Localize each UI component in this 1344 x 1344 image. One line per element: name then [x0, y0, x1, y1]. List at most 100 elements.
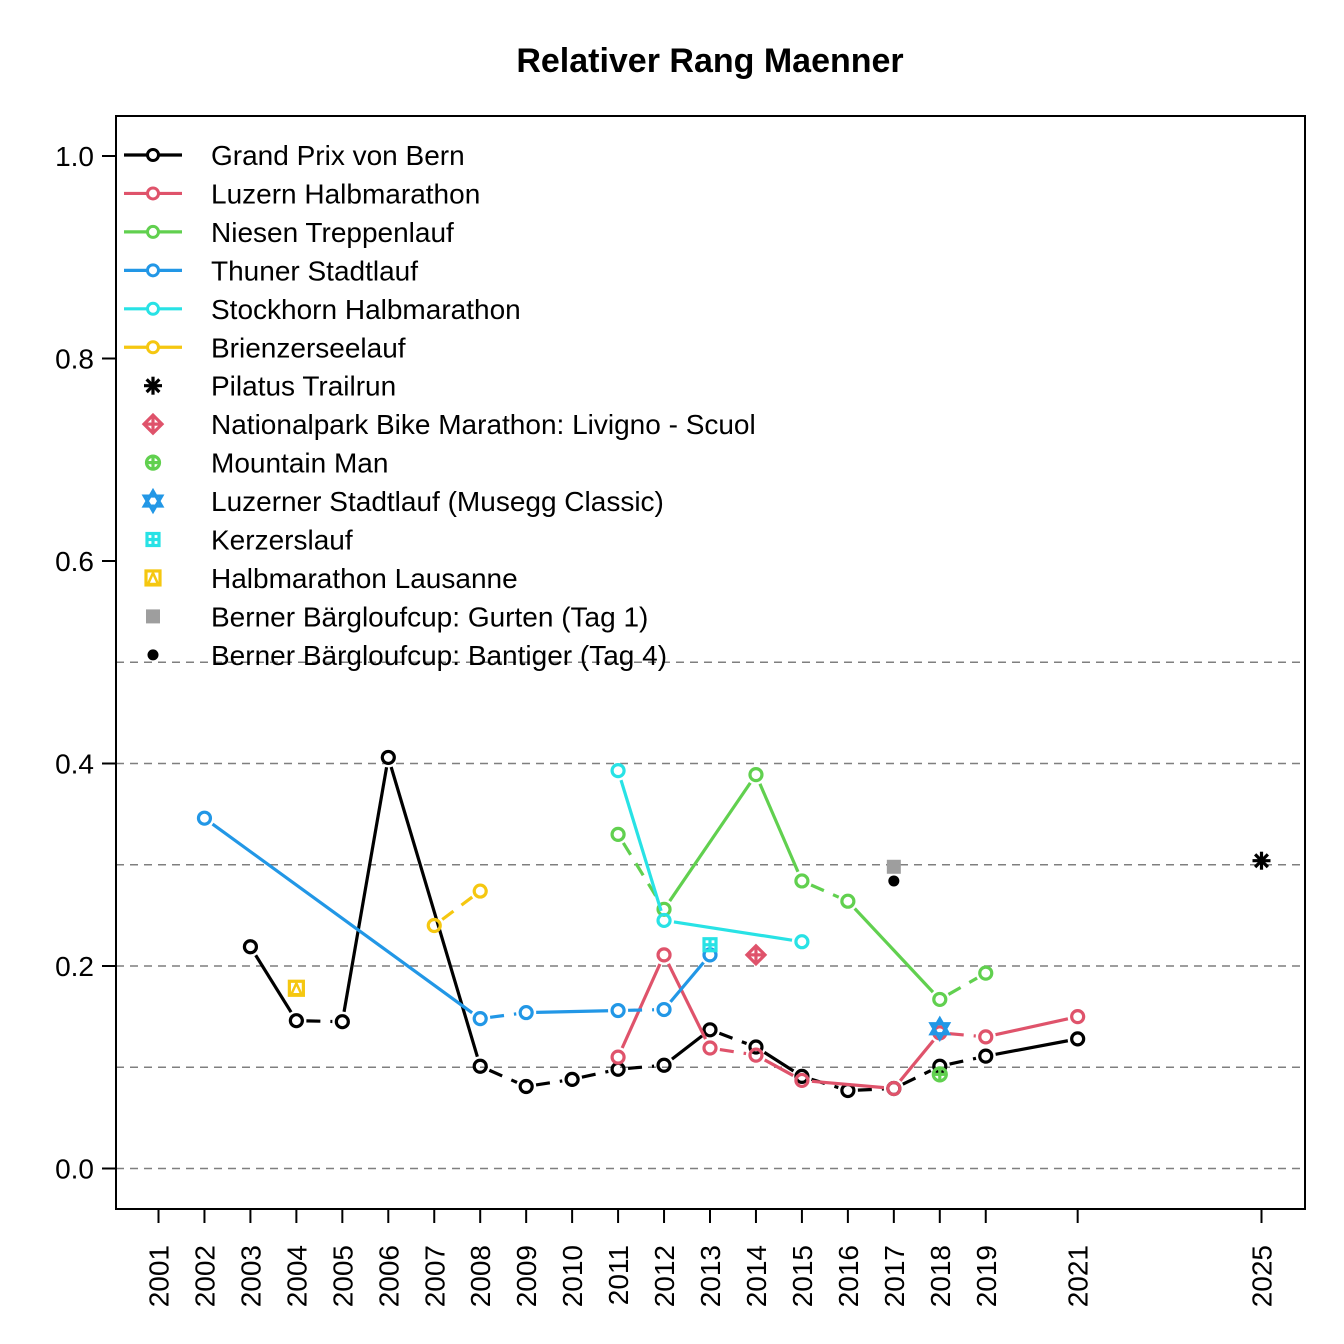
data-point [610, 1049, 626, 1065]
data-point [840, 893, 856, 909]
legend-marker [144, 454, 162, 471]
legend-item-luzerner-stadtlauf-musegg-classic: Luzerner Stadtlauf (Musegg Classic) [141, 486, 664, 517]
series-stockhorn-halbmarathon [610, 762, 810, 950]
x-tick-label: 2008 [465, 1245, 496, 1307]
legend-marker [144, 376, 162, 395]
series-segment [536, 1009, 609, 1014]
data-point [794, 873, 810, 889]
plot-frame [115, 115, 1306, 1210]
series-kerzerslauf [702, 937, 718, 953]
x-tick-label: 2004 [281, 1245, 312, 1307]
series-segment [669, 961, 705, 1003]
legend-marker [146, 186, 160, 201]
legend-label: Pilatus Trailrun [211, 371, 396, 402]
data-point [287, 979, 305, 997]
data-point [610, 1061, 626, 1077]
y-axis: 0.0 0.2 0.4 0.6 0.8 1.0 [55, 141, 116, 1185]
legend-marker [146, 301, 160, 316]
legend-label: Berner Bärgloufcup: Bantiger (Tag 4) [211, 640, 667, 671]
series-brienzerseelauf [426, 883, 488, 934]
legend-item-niesen-treppenlauf: Niesen Treppenlauf [124, 217, 454, 248]
series-segment [670, 1034, 704, 1061]
series-segment [995, 1039, 1069, 1056]
legend-label: Mountain Man [211, 448, 388, 479]
x-tick-label: 2019 [971, 1245, 1002, 1307]
x-tick-label: 2025 [1247, 1245, 1278, 1307]
legend-item-nationalpark-bike-marathon-livigno-scuol: Nationalpark Bike Marathon: Livigno - Sc… [141, 409, 756, 440]
series-segment [619, 779, 663, 912]
legend-label: Niesen Treppenlauf [211, 217, 454, 248]
data-point [242, 939, 259, 955]
series-segment [949, 1032, 976, 1038]
series-berner-b-rgloufcup-bantiger-tag-4 [888, 875, 900, 887]
x-tick-label: 2007 [419, 1245, 450, 1307]
legend-label: Nationalpark Bike Marathon: Livigno - Sc… [211, 409, 756, 440]
series-segment [811, 1079, 885, 1090]
x-tick-label: 2006 [373, 1245, 404, 1307]
data-point [978, 965, 994, 981]
legend-label: Stockhorn Halbmarathon [211, 294, 521, 325]
x-tick-label: 2014 [741, 1245, 772, 1307]
plot-series [196, 749, 1271, 1099]
x-tick-label: 2017 [879, 1245, 910, 1307]
data-point [610, 762, 626, 779]
series-segment [667, 963, 708, 1040]
data-point [334, 1014, 350, 1030]
series-segment [718, 1031, 748, 1045]
data-point [931, 1066, 948, 1083]
data-point [1070, 1031, 1086, 1047]
series-segment [489, 1012, 517, 1019]
chart-title: Relativer Rang Maenner [516, 42, 903, 80]
data-point [380, 749, 396, 766]
series-segment [758, 783, 800, 873]
data-point [794, 1072, 810, 1089]
gridlines [116, 661, 1305, 1170]
data-point [978, 1048, 994, 1064]
y-tick-label: 0.8 [55, 344, 94, 375]
data-point [472, 1011, 488, 1027]
legend-label: Grand Prix von Bern [211, 140, 465, 171]
series-berner-b-rgloufcup-gurten-tag-1 [886, 859, 901, 874]
legend-label: Thuner Stadtlauf [211, 255, 418, 286]
legend-label: Brienzerseelauf [211, 332, 406, 363]
y-tick-label: 0.4 [55, 749, 94, 780]
series-segment [810, 883, 840, 899]
series-grand-prix-von-bern [242, 749, 1086, 1099]
series-segment [947, 976, 978, 996]
series-halbmarathon-lausanne [287, 979, 305, 997]
x-tick-label: 2012 [649, 1245, 680, 1307]
data-point [702, 1022, 718, 1038]
legend-item-berner-b-rgloufcup-bantiger-tag-4: Berner Bärgloufcup: Bantiger (Tag 4) [147, 640, 667, 671]
legend-label: Kerzerslauf [211, 525, 353, 556]
data-point [928, 1015, 952, 1042]
data-point [748, 767, 764, 783]
x-tick-label: 2009 [511, 1245, 542, 1307]
data-point [744, 943, 768, 967]
legend-marker [146, 263, 160, 278]
series-segment [902, 1069, 932, 1086]
series-segment [857, 1087, 884, 1092]
data-point [656, 947, 672, 963]
legend-marker [145, 531, 161, 548]
data-point [472, 1058, 488, 1074]
x-tick-label: 2021 [1063, 1245, 1094, 1307]
series-segment [673, 920, 793, 942]
series-thuner-stadtlauf [196, 810, 718, 1027]
data-point [888, 875, 900, 887]
legend-marker [146, 224, 160, 239]
legend-item-luzern-halbmarathon: Luzern Halbmarathon [124, 178, 480, 209]
y-tick-label: 0.6 [55, 546, 94, 577]
legend-item-halbmarathon-lausanne: Halbmarathon Lausanne [144, 563, 518, 594]
legend-label: Berner Bärgloufcup: Gurten (Tag 1) [211, 601, 648, 632]
y-tick-label: 0.2 [55, 951, 94, 982]
series-luzern-halbmarathon [610, 947, 1086, 1097]
series-niesen-treppenlauf [610, 767, 994, 1008]
x-tick-label: 2011 [603, 1245, 634, 1305]
data-point [886, 859, 901, 874]
data-point [288, 1013, 304, 1029]
legend-marker [141, 412, 165, 436]
legend-item-brienzerseelauf: Brienzerseelauf [124, 332, 406, 363]
data-point [656, 1057, 672, 1073]
data-point [518, 1004, 534, 1021]
series-segment [620, 963, 662, 1049]
